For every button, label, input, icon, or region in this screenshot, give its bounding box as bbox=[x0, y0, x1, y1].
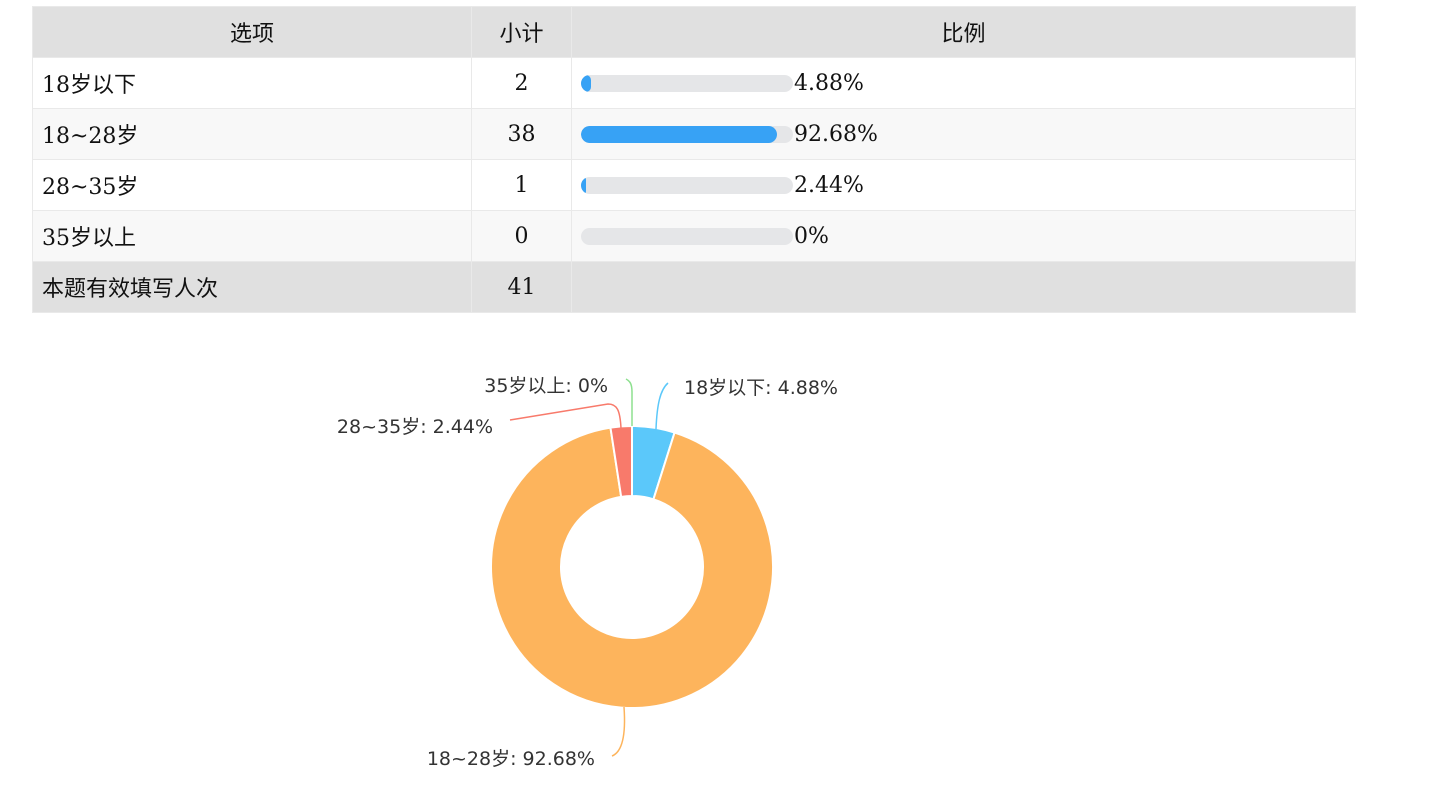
total-empty-cell bbox=[571, 261, 1356, 313]
progress-bar-fill bbox=[581, 176, 587, 194]
progress-bar-fill bbox=[581, 74, 592, 92]
total-row: 本题有效填写人次 41 bbox=[32, 261, 1356, 313]
ratio-cell: 2.44% bbox=[571, 159, 1356, 211]
leader-line-28-35 bbox=[509, 403, 622, 429]
table-row: 35岁以上 0 0% bbox=[32, 210, 1356, 262]
ratio-cell: 4.88% bbox=[571, 57, 1356, 109]
option-cell: 28~35岁 bbox=[32, 159, 472, 211]
count-cell: 0 bbox=[471, 210, 572, 262]
total-count: 41 bbox=[471, 261, 572, 313]
ratio-cell: 92.68% bbox=[571, 108, 1356, 160]
slice-label-over-35: 35岁以上: 0% bbox=[484, 375, 608, 397]
header-option: 选项 bbox=[32, 6, 472, 58]
label-leader-lines bbox=[509, 378, 669, 757]
leader-line-under-18 bbox=[655, 382, 669, 430]
leader-line-18-28 bbox=[611, 706, 626, 757]
percent-text: 2.44% bbox=[794, 172, 864, 198]
ratio-cell: 0% bbox=[571, 210, 1356, 262]
header-ratio: 比例 bbox=[571, 6, 1356, 58]
table-row: 18~28岁 38 92.68% bbox=[32, 108, 1356, 160]
count-cell: 38 bbox=[471, 108, 572, 160]
slice-18-28[interactable] bbox=[490, 426, 775, 709]
donut-chart: 18岁以下: 4.88% 18~28岁: 92.68% 28~35岁: 2.44… bbox=[337, 375, 838, 770]
leader-line-over-35 bbox=[625, 378, 633, 426]
percent-text: 0% bbox=[794, 223, 829, 249]
slice-28-35[interactable] bbox=[609, 424, 633, 498]
progress-bar-fill bbox=[581, 125, 778, 143]
option-cell: 18岁以下 bbox=[32, 57, 472, 109]
slice-label-28-35: 28~35岁: 2.44% bbox=[337, 416, 493, 438]
option-cell: 35岁以上 bbox=[32, 210, 472, 262]
slice-label-under-18: 18岁以下: 4.88% bbox=[684, 377, 838, 399]
table-header-row: 选项 小计 比例 bbox=[32, 6, 1356, 58]
count-cell: 2 bbox=[471, 57, 572, 109]
count-cell: 1 bbox=[471, 159, 572, 211]
total-label: 本题有效填写人次 bbox=[32, 261, 472, 313]
header-count: 小计 bbox=[471, 6, 572, 58]
donut-slices bbox=[490, 424, 775, 709]
table-row: 28~35岁 1 2.44% bbox=[32, 159, 1356, 211]
progress-bar-track bbox=[581, 74, 793, 92]
percent-text: 92.68% bbox=[794, 121, 878, 147]
table-row: 18岁以下 2 4.88% bbox=[32, 57, 1356, 109]
slice-label-18-28: 18~28岁: 92.68% bbox=[427, 748, 595, 770]
percent-text: 4.88% bbox=[794, 70, 864, 96]
stats-table: 选项 小计 比例 18岁以下 2 4.88% 18~28岁 38 bbox=[32, 6, 1356, 313]
option-cell: 18~28岁 bbox=[32, 108, 472, 160]
progress-bar-track bbox=[581, 176, 793, 194]
progress-bar-track bbox=[581, 227, 793, 245]
progress-bar-track bbox=[581, 125, 793, 143]
